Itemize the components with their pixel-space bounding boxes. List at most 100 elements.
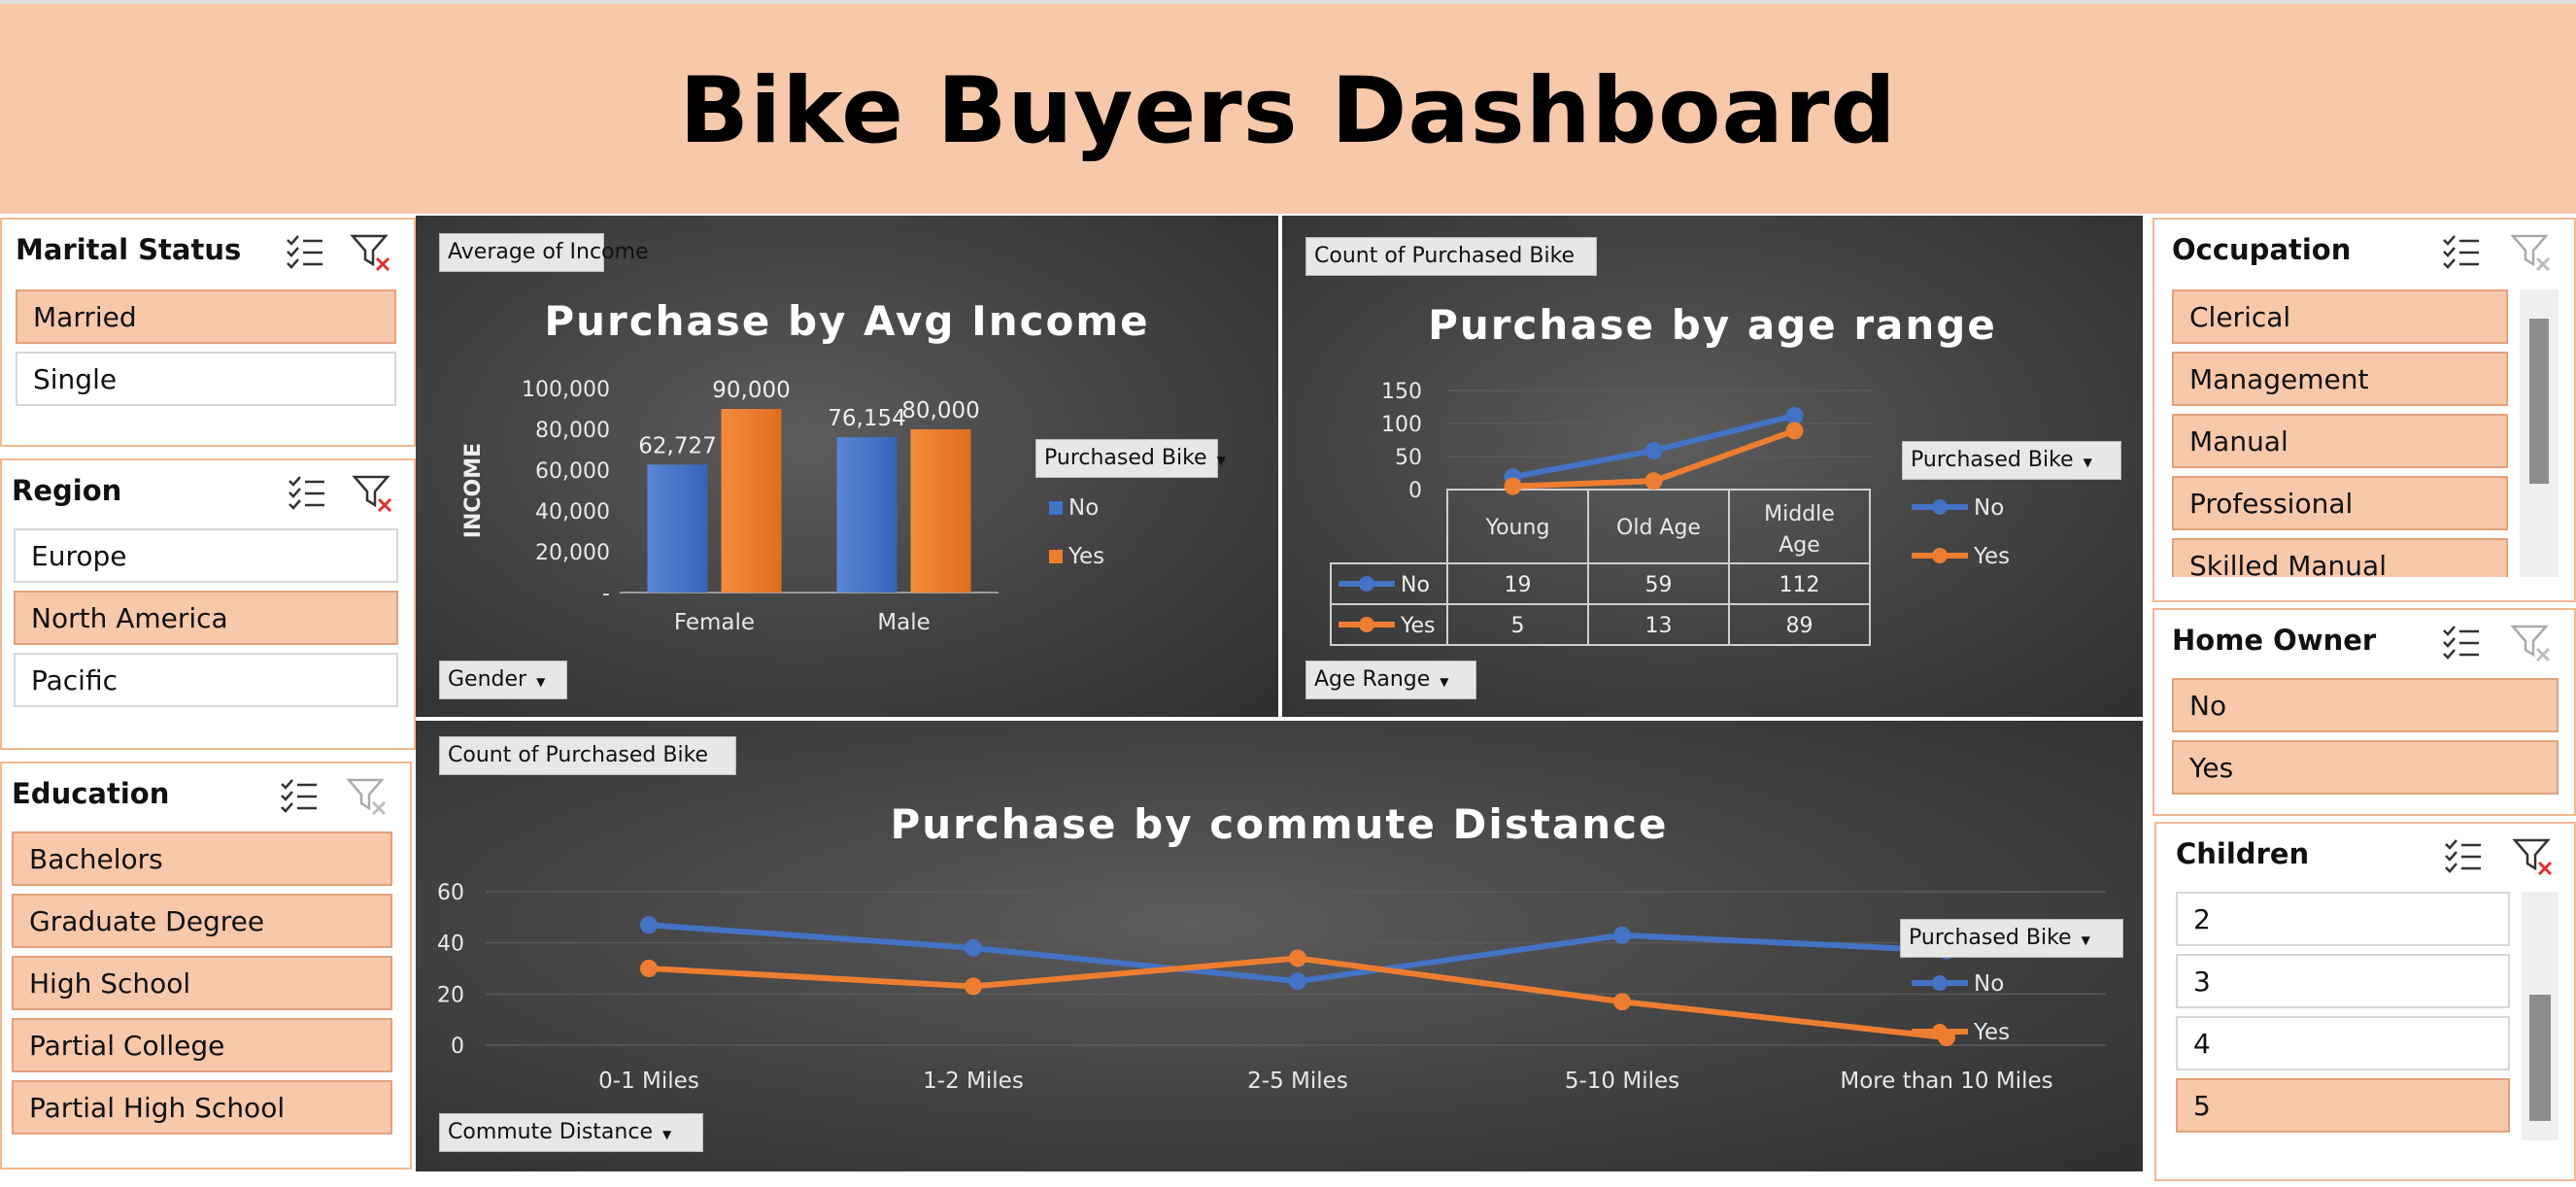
data-table-series-label: Yes <box>1400 614 1436 638</box>
value-field-button[interactable]: Count of Purchased Bike <box>1305 237 1597 276</box>
multi-select-icon[interactable] <box>284 231 326 274</box>
legend-label: No <box>1974 495 2004 521</box>
data-point-yes <box>1785 422 1804 440</box>
slicer-item-skilled-manual[interactable]: Skilled Manual <box>2172 538 2508 577</box>
legend-swatch-no <box>1049 501 1063 515</box>
multi-select-icon[interactable] <box>2440 231 2483 274</box>
age-line-chart: 0 50 100 150 Young 19 5 Old Age 59 13 Middle Age 112… <box>1330 380 2010 646</box>
x-tick-label: 1-2 Miles <box>923 1068 1024 1094</box>
data-label: 76,154 <box>828 406 905 431</box>
y-tick-label: 40 <box>437 933 464 957</box>
children-scrollbar[interactable] <box>2522 892 2559 1140</box>
axis-field-button[interactable]: Gender ▼ <box>439 661 567 699</box>
slicer-item-married[interactable]: Married <box>16 289 396 344</box>
clear-filter-icon[interactable] <box>2512 835 2555 878</box>
bar-no-female <box>647 464 708 593</box>
axis-field-label: Gender <box>448 667 527 692</box>
slicer-item-2[interactable]: 2 <box>2176 892 2510 946</box>
occupation-scrollbar[interactable] <box>2520 289 2559 577</box>
y-tick-label: 80,000 <box>535 419 610 443</box>
legend-field-button[interactable]: Purchased Bike ▼ <box>1035 439 1226 478</box>
data-table-value: 89 <box>1786 614 1813 638</box>
slicer-item-3[interactable]: 3 <box>2176 954 2510 1008</box>
slicer-item-bachelors[interactable]: Bachelors <box>12 831 392 886</box>
axis-field-button[interactable]: Age Range ▼ <box>1305 661 1476 699</box>
slicer-item-north-america[interactable]: North America <box>14 591 398 645</box>
x-tick-label: Age <box>1779 533 1820 558</box>
slicer-title: Children <box>2176 837 2310 870</box>
marital-status-slicer: Marital Status Married Single <box>0 218 416 447</box>
slicer-item-professional[interactable]: Professional <box>2172 476 2508 530</box>
dropdown-arrow-icon: ▼ <box>2083 456 2092 469</box>
region-slicer: Region Europe North America Pacific <box>0 458 416 750</box>
slicer-item-europe[interactable]: Europe <box>14 528 398 583</box>
clear-filter-icon[interactable] <box>346 775 389 818</box>
slicer-title: Region <box>12 474 122 507</box>
slicer-item-yes[interactable]: Yes <box>2172 740 2559 795</box>
legend-marker-no <box>1932 499 1948 515</box>
slicer-item-4[interactable]: 4 <box>2176 1016 2510 1070</box>
chart-title: Purchase by age range <box>1428 301 1997 349</box>
legend-field-button[interactable]: Purchased Bike ▼ <box>1902 441 2121 480</box>
occupation-list: Clerical Management Manual Professional … <box>2172 289 2508 577</box>
bar-no-male <box>836 437 898 593</box>
dropdown-arrow-icon: ▼ <box>1440 675 1449 689</box>
x-tick-label: Male <box>877 610 930 635</box>
x-tick-label: 5-10 Miles <box>1565 1068 1679 1094</box>
slicer-item-no[interactable]: No <box>2172 678 2559 732</box>
clear-filter-icon[interactable] <box>352 472 394 515</box>
slicer-item-single[interactable]: Single <box>16 352 396 406</box>
slicer-item-5[interactable]: 5 <box>2176 1078 2510 1133</box>
scrollbar-thumb[interactable] <box>2529 995 2551 1121</box>
legend-field-button[interactable]: Purchased Bike ▼ <box>1900 919 2123 958</box>
legend-label: No <box>1068 495 1099 521</box>
data-label: 80,000 <box>901 398 979 424</box>
slicer-item-partial-college[interactable]: Partial College <box>12 1018 392 1072</box>
y-tick-label: 60,000 <box>535 459 610 484</box>
multi-select-icon[interactable] <box>2442 835 2485 878</box>
dropdown-arrow-icon: ▼ <box>2081 933 2090 947</box>
slicer-item-partial-high-school[interactable]: Partial High School <box>12 1080 392 1135</box>
y-axis-label: INCOME <box>461 443 486 538</box>
legend-field-label: Purchased Bike <box>1044 446 1207 470</box>
legend-label: Yes <box>1068 544 1104 569</box>
slicer-title: Education <box>12 777 170 810</box>
slicer-item-pacific[interactable]: Pacific <box>14 653 398 707</box>
data-point-no <box>965 938 982 957</box>
scrollbar-thumb[interactable] <box>2529 319 2549 484</box>
y-tick-label: 40,000 <box>535 500 610 525</box>
data-point-no <box>640 916 658 934</box>
multi-select-icon[interactable] <box>286 472 328 515</box>
data-point-yes <box>1644 472 1663 491</box>
clear-filter-icon[interactable] <box>350 231 392 274</box>
slicer-item-clerical[interactable]: Clerical <box>2172 289 2508 344</box>
multi-select-icon[interactable] <box>2440 622 2483 664</box>
legend-marker-no <box>1932 975 1948 991</box>
children-slicer: Children 2 3 4 5 <box>2154 822 2576 1181</box>
axis-field-button[interactable]: Commute Distance ▼ <box>439 1113 703 1152</box>
slicer-item-management[interactable]: Management <box>2172 352 2508 406</box>
x-tick-label: 2-5 Miles <box>1247 1068 1348 1094</box>
legend-field-label: Purchased Bike <box>1911 448 2074 472</box>
multi-select-icon[interactable] <box>278 775 321 818</box>
data-point-no <box>1785 406 1804 424</box>
slicer-item-manual[interactable]: Manual <box>2172 414 2508 468</box>
axis-field-label: Commute Distance <box>448 1120 653 1144</box>
data-point-no <box>1613 926 1631 944</box>
slicer-item-graduate-degree[interactable]: Graduate Degree <box>12 894 392 948</box>
occupation-slicer: Occupation Clerical Management Manual Pr… <box>2152 218 2576 602</box>
dropdown-arrow-icon: ▼ <box>536 675 546 689</box>
data-table-value: 19 <box>1505 573 1532 597</box>
data-table-key-marker <box>1359 576 1374 592</box>
data-label: 90,000 <box>712 378 790 403</box>
clear-filter-icon[interactable] <box>2510 622 2553 664</box>
chart-title: Purchase by Avg Income <box>544 297 1150 345</box>
clear-filter-icon[interactable] <box>2510 231 2553 274</box>
slicer-title: Marital Status <box>16 233 242 266</box>
education-slicer: Education Bachelors Graduate Degree High… <box>0 762 412 1170</box>
page-title: Bike Buyers Dashboard <box>679 58 1897 164</box>
slicer-title: Home Owner <box>2172 624 2377 657</box>
value-field-button[interactable]: Count of Purchased Bike <box>439 736 736 775</box>
slicer-item-high-school[interactable]: High School <box>12 956 392 1010</box>
age-chart-panel: Count of Purchased Bike Purchase by age … <box>1282 216 2143 717</box>
